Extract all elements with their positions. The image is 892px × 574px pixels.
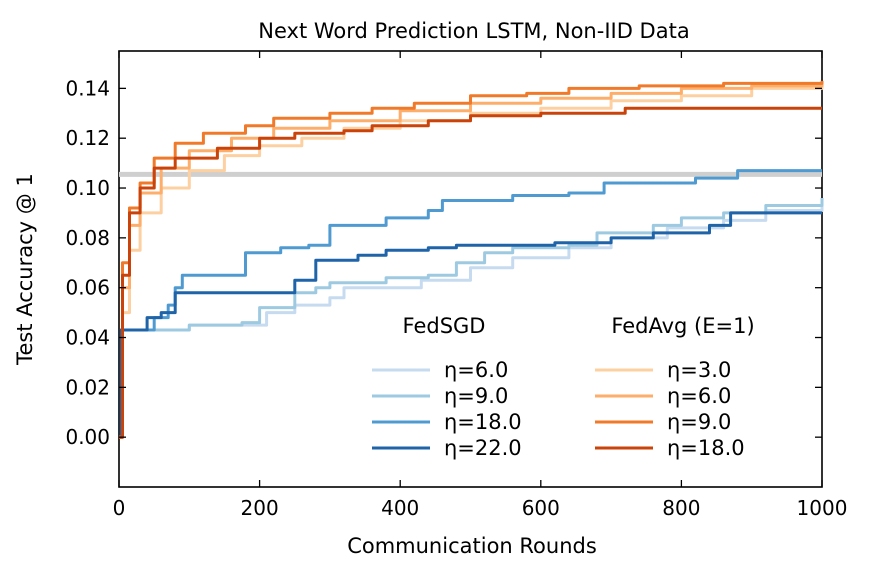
- series-line: [119, 211, 822, 439]
- y-tick-label: 0.00: [65, 425, 110, 449]
- legend-group-title: FedSGD: [403, 314, 486, 338]
- plot-frame: [118, 50, 823, 488]
- y-tick-label: 0.14: [65, 76, 110, 100]
- y-tick-label: 0.12: [65, 126, 110, 150]
- y-tick-label: 0.02: [65, 375, 110, 399]
- x-axis-title: Communication Rounds: [347, 534, 597, 558]
- chart-title: Next Word Prediction LSTM, Non-IID Data: [258, 19, 689, 43]
- y-axis-title: Test Accuracy @ 1: [13, 173, 37, 366]
- x-tick-label: 0: [113, 496, 126, 520]
- legend-label: η=18.0: [667, 436, 745, 460]
- legend-label: η=9.0: [444, 384, 508, 408]
- y-tick-label: 0.06: [65, 276, 110, 300]
- y-tick-label: 0.10: [65, 176, 110, 200]
- x-tick-label: 400: [381, 496, 419, 520]
- x-tick-label: 200: [241, 496, 279, 520]
- x-tick-label: 600: [522, 496, 560, 520]
- legend-label: η=3.0: [667, 358, 731, 382]
- series-line: [119, 106, 822, 439]
- series-line: [119, 198, 824, 439]
- legend-group-title: FedAvg (E=1): [611, 314, 754, 338]
- y-tick-label: 0.04: [65, 326, 110, 350]
- legend-label: η=9.0: [667, 410, 731, 434]
- legend-label: η=6.0: [667, 384, 731, 408]
- y-tick-label: 0.08: [65, 226, 110, 250]
- series-line: [119, 85, 824, 439]
- legend-label: η=22.0: [444, 436, 522, 460]
- legend-label: η=6.0: [444, 358, 508, 382]
- series-line: [119, 83, 824, 439]
- x-tick-label: 1000: [797, 496, 848, 520]
- x-tick-label: 800: [662, 496, 700, 520]
- legend-label: η=18.0: [444, 410, 522, 434]
